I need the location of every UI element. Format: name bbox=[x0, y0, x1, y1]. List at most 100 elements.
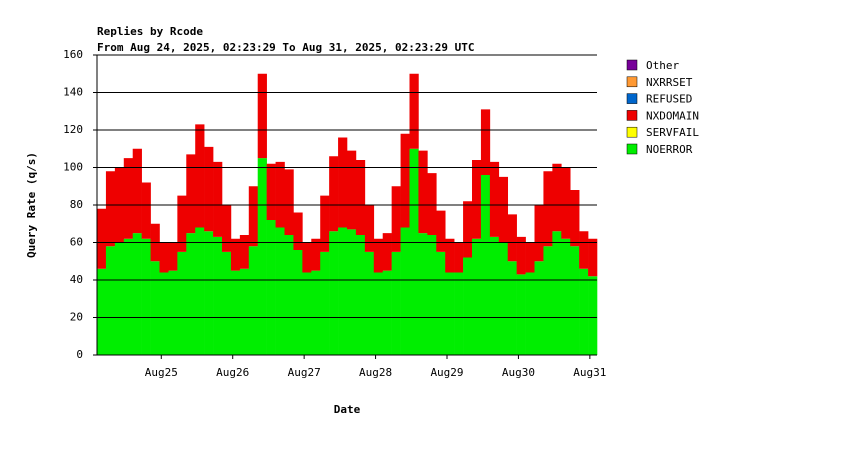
bar-segment bbox=[552, 163, 562, 232]
bar-segment bbox=[132, 233, 142, 355]
bar-segment bbox=[105, 171, 116, 247]
bar-segment bbox=[400, 227, 410, 355]
x-tick-label: Aug25 bbox=[145, 366, 178, 379]
legend-label: SERVFAIL bbox=[646, 126, 699, 139]
bar-segment bbox=[454, 272, 464, 355]
legend-label: Other bbox=[646, 59, 679, 72]
bar-segment bbox=[105, 246, 116, 355]
bar-segment bbox=[320, 195, 330, 252]
bar-segment bbox=[409, 148, 419, 355]
x-tick-label: Aug27 bbox=[288, 366, 321, 379]
bar-segment bbox=[239, 268, 250, 355]
bar-segment bbox=[213, 236, 223, 355]
bar-segment bbox=[480, 109, 491, 175]
bar-segment bbox=[498, 176, 509, 243]
x-axis-label: Date bbox=[334, 403, 361, 416]
bar-segment bbox=[177, 195, 187, 252]
y-tick-label: 100 bbox=[63, 161, 83, 174]
bar-segment bbox=[195, 124, 205, 228]
bar-segment bbox=[320, 251, 330, 355]
bar-segment bbox=[329, 156, 339, 232]
bar-segment bbox=[222, 251, 232, 355]
bar-segment bbox=[436, 210, 446, 252]
bar-segment bbox=[534, 205, 544, 262]
bar-segment bbox=[168, 242, 178, 271]
y-tick-label: 80 bbox=[70, 198, 83, 211]
bar-segment bbox=[588, 276, 598, 355]
legend-swatch bbox=[626, 59, 638, 71]
x-tick-label: Aug30 bbox=[502, 366, 535, 379]
bar-segment bbox=[409, 73, 419, 149]
bar-segment bbox=[400, 133, 410, 228]
legend-label: NXDOMAIN bbox=[646, 109, 699, 122]
bar-segment bbox=[489, 161, 500, 237]
bar-segment bbox=[248, 186, 259, 247]
bar-segment bbox=[338, 137, 348, 228]
bar-segment bbox=[302, 242, 312, 273]
bar-segment bbox=[132, 148, 142, 234]
bar-segment bbox=[275, 161, 285, 228]
bar-segment bbox=[463, 257, 473, 355]
bar-segment bbox=[507, 261, 517, 355]
y-tick-label: 20 bbox=[70, 311, 83, 324]
bar-segment bbox=[284, 169, 294, 235]
bar-segment bbox=[213, 161, 223, 237]
bar-segment bbox=[186, 154, 196, 234]
legend-swatch bbox=[626, 76, 638, 88]
bar-segment bbox=[445, 272, 455, 355]
bar-segment bbox=[311, 238, 321, 271]
legend-label: NOERROR bbox=[646, 143, 693, 156]
bar-segment bbox=[195, 227, 205, 355]
bar-segment bbox=[525, 272, 535, 355]
bar-segment bbox=[516, 236, 526, 275]
bar-segment bbox=[543, 171, 553, 247]
bar-segment bbox=[159, 272, 169, 355]
bar-segment bbox=[579, 231, 589, 269]
y-tick-label: 60 bbox=[70, 236, 83, 249]
bar-segment bbox=[391, 251, 401, 355]
bar-segment bbox=[266, 163, 276, 220]
bar-segment bbox=[570, 190, 580, 247]
y-axis-label: Query Rate (q/s) bbox=[25, 152, 38, 258]
bar-segment bbox=[230, 270, 241, 355]
bar-segment bbox=[579, 268, 589, 355]
bar-segment bbox=[97, 268, 107, 355]
legend-label: NXRRSET bbox=[646, 76, 693, 89]
bar-segment bbox=[239, 235, 250, 269]
bar-segment bbox=[275, 227, 285, 355]
bar-segment bbox=[329, 231, 339, 355]
bar-segment bbox=[355, 235, 366, 355]
chart-subtitle: From Aug 24, 2025, 02:23:29 To Aug 31, 2… bbox=[97, 41, 475, 54]
legend-swatch bbox=[626, 93, 638, 104]
bar-segment bbox=[141, 182, 151, 239]
bar-segment bbox=[355, 160, 366, 235]
bar-segment bbox=[123, 238, 134, 355]
bar-segment bbox=[427, 173, 437, 235]
bar-segment bbox=[445, 238, 455, 273]
bar-segment bbox=[498, 242, 509, 355]
bar-segment bbox=[516, 274, 526, 355]
bar-segment bbox=[257, 73, 267, 159]
bar-segment bbox=[347, 229, 357, 355]
bar-segment bbox=[373, 238, 384, 273]
bar-segment bbox=[302, 272, 312, 355]
bar-segment bbox=[463, 201, 473, 258]
bar-segment bbox=[266, 220, 276, 355]
bar-segment bbox=[150, 261, 160, 355]
bar-segment bbox=[382, 270, 392, 355]
legend-swatch bbox=[626, 126, 638, 138]
chart-title: Replies by Rcode bbox=[97, 25, 203, 38]
bar-segment bbox=[472, 160, 482, 239]
bar-segment bbox=[347, 150, 357, 230]
bar-segment bbox=[391, 186, 401, 252]
bar-segment bbox=[230, 238, 241, 271]
bar-segment bbox=[373, 272, 384, 355]
bar-segment bbox=[284, 235, 294, 355]
y-tick-label: 40 bbox=[70, 273, 83, 286]
bar-segment bbox=[204, 231, 214, 355]
bar-segment bbox=[186, 233, 196, 355]
bar-segment bbox=[141, 238, 151, 355]
y-tick-label: 120 bbox=[63, 123, 83, 136]
y-tick-label: 160 bbox=[63, 48, 83, 61]
bar-segment bbox=[168, 270, 178, 355]
